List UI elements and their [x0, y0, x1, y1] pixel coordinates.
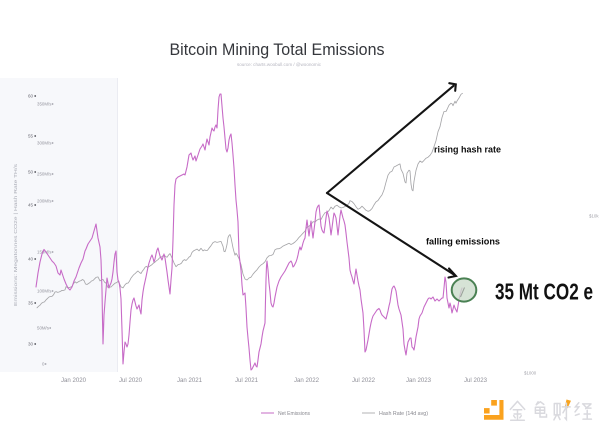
svg-text:250M/s: 250M/s — [37, 172, 52, 177]
svg-text:50: 50 — [28, 170, 34, 175]
svg-text:Jan 2021: Jan 2021 — [177, 377, 203, 384]
svg-text:Jul 2022: Jul 2022 — [352, 377, 376, 384]
svg-text:Emissions: Megatonnes CO2e | H: Emissions: Megatonnes CO2e | Hash Rate T… — [13, 163, 18, 306]
svg-text:falling emissions: falling emissions — [426, 237, 500, 248]
svg-text:350M/s: 350M/s — [37, 102, 52, 107]
svg-text:Jul 2023: Jul 2023 — [464, 377, 488, 384]
svg-text:200M/s: 200M/s — [37, 199, 52, 204]
svg-text:$1000: $1000 — [524, 371, 537, 376]
svg-text:Jul 2021: Jul 2021 — [235, 377, 259, 384]
svg-text:150M/s: 150M/s — [37, 250, 52, 255]
svg-text:Jan 2020: Jan 2020 — [61, 377, 87, 384]
svg-text:Jan 2022: Jan 2022 — [294, 377, 320, 384]
svg-text:Jan 2023: Jan 2023 — [406, 377, 432, 384]
svg-text:35 Mt CO2 e: 35 Mt CO2 e — [495, 279, 593, 305]
svg-text:$10k: $10k — [589, 214, 599, 219]
svg-text:30: 30 — [28, 342, 34, 347]
svg-text:rising hash rate: rising hash rate — [434, 145, 501, 156]
svg-text:55: 55 — [28, 134, 34, 139]
svg-text:0: 0 — [42, 362, 45, 367]
svg-text:300M/s: 300M/s — [37, 141, 52, 146]
svg-text:45: 45 — [28, 203, 34, 208]
svg-text:Hash Rate (14d avg): Hash Rate (14d avg) — [379, 411, 428, 417]
svg-text:Jul 2020: Jul 2020 — [119, 377, 143, 384]
svg-text:50M/s: 50M/s — [37, 326, 50, 331]
svg-text:60: 60 — [28, 94, 34, 99]
svg-text:Bitcoin Mining Total Emissions: Bitcoin Mining Total Emissions — [170, 41, 385, 59]
svg-text:source: charts.woobull.com / @: source: charts.woobull.com / @woonomic — [237, 62, 322, 67]
svg-text:40: 40 — [28, 257, 34, 262]
svg-text:Net Emissions: Net Emissions — [278, 411, 310, 417]
svg-text:35: 35 — [28, 301, 34, 306]
svg-text:100M/s: 100M/s — [37, 289, 52, 294]
